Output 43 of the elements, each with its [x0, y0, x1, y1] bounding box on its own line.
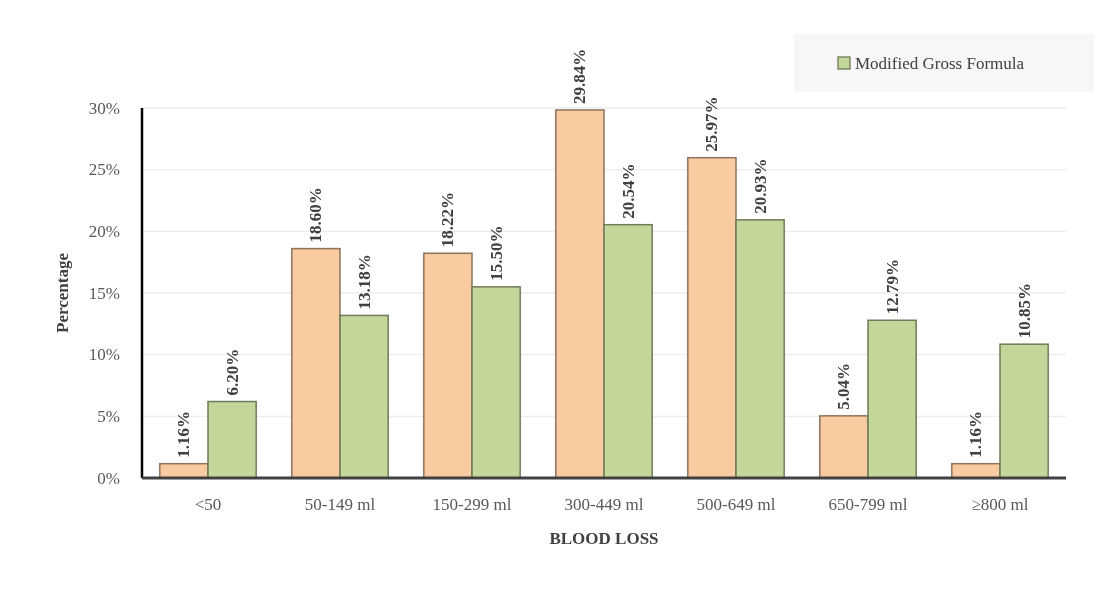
data-label: 6.20% — [222, 348, 242, 396]
bar — [867, 319, 917, 479]
bar — [687, 156, 737, 479]
y-tick-label: 0% — [97, 468, 120, 488]
data-label: 18.60% — [306, 187, 326, 243]
data-label: 18.22% — [438, 192, 458, 248]
legend-label: Modified Gross Formula — [855, 53, 1025, 73]
bar — [207, 400, 257, 479]
bar — [999, 343, 1049, 479]
x-tick-label: 650-799 ml — [828, 494, 908, 514]
data-label: 1.16% — [966, 410, 986, 458]
x-tick-label: 50-149 ml — [304, 494, 376, 514]
data-label: 5.04% — [834, 363, 854, 410]
x-tick-label: <50 — [194, 494, 222, 514]
bar — [555, 109, 605, 479]
y-tick-label: 20% — [88, 221, 120, 241]
bar — [471, 286, 521, 479]
data-label: 15.50% — [486, 225, 506, 281]
x-axis-title: BLOOD LOSS — [549, 528, 659, 548]
y-axis-title: Percentage — [52, 252, 72, 333]
bar — [423, 252, 473, 479]
bar — [735, 219, 785, 479]
data-label: 12.79% — [882, 259, 902, 315]
data-label: 13.18% — [354, 254, 374, 310]
x-tick-label: 300-449 ml — [564, 494, 644, 514]
x-tick-label: 500-649 ml — [696, 494, 776, 514]
y-tick-label: 30% — [88, 98, 120, 118]
x-tick-label: 150-299 ml — [432, 494, 512, 514]
bar — [819, 415, 869, 479]
data-label: 1.16% — [174, 410, 194, 458]
x-tick-label: ≥800 ml — [971, 494, 1029, 514]
y-tick-label: 25% — [88, 160, 120, 180]
y-tick-label: 15% — [88, 283, 120, 303]
bar — [291, 247, 341, 479]
data-label: 10.85% — [1014, 282, 1034, 339]
data-label: 20.54% — [618, 163, 638, 219]
bar — [339, 314, 389, 479]
bar — [603, 223, 653, 479]
y-tick-label: 5% — [97, 406, 120, 426]
data-label: 25.97% — [702, 96, 722, 152]
data-label: 20.93% — [750, 158, 770, 214]
y-tick-label: 10% — [88, 345, 120, 365]
data-label: 29.84% — [570, 48, 590, 104]
